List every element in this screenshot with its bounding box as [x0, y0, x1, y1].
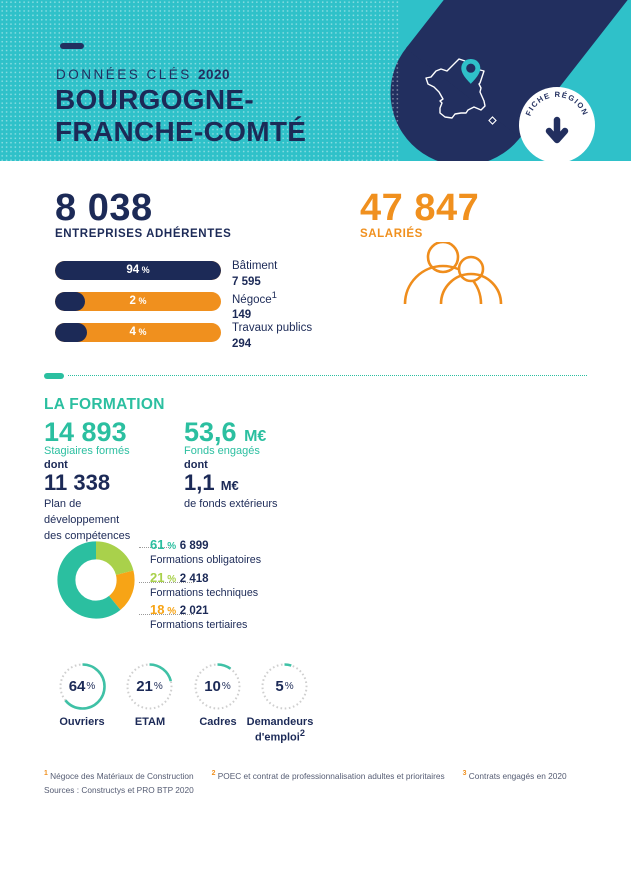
svg-text:FICHE RÉGION: FICHE RÉGION	[524, 90, 590, 117]
